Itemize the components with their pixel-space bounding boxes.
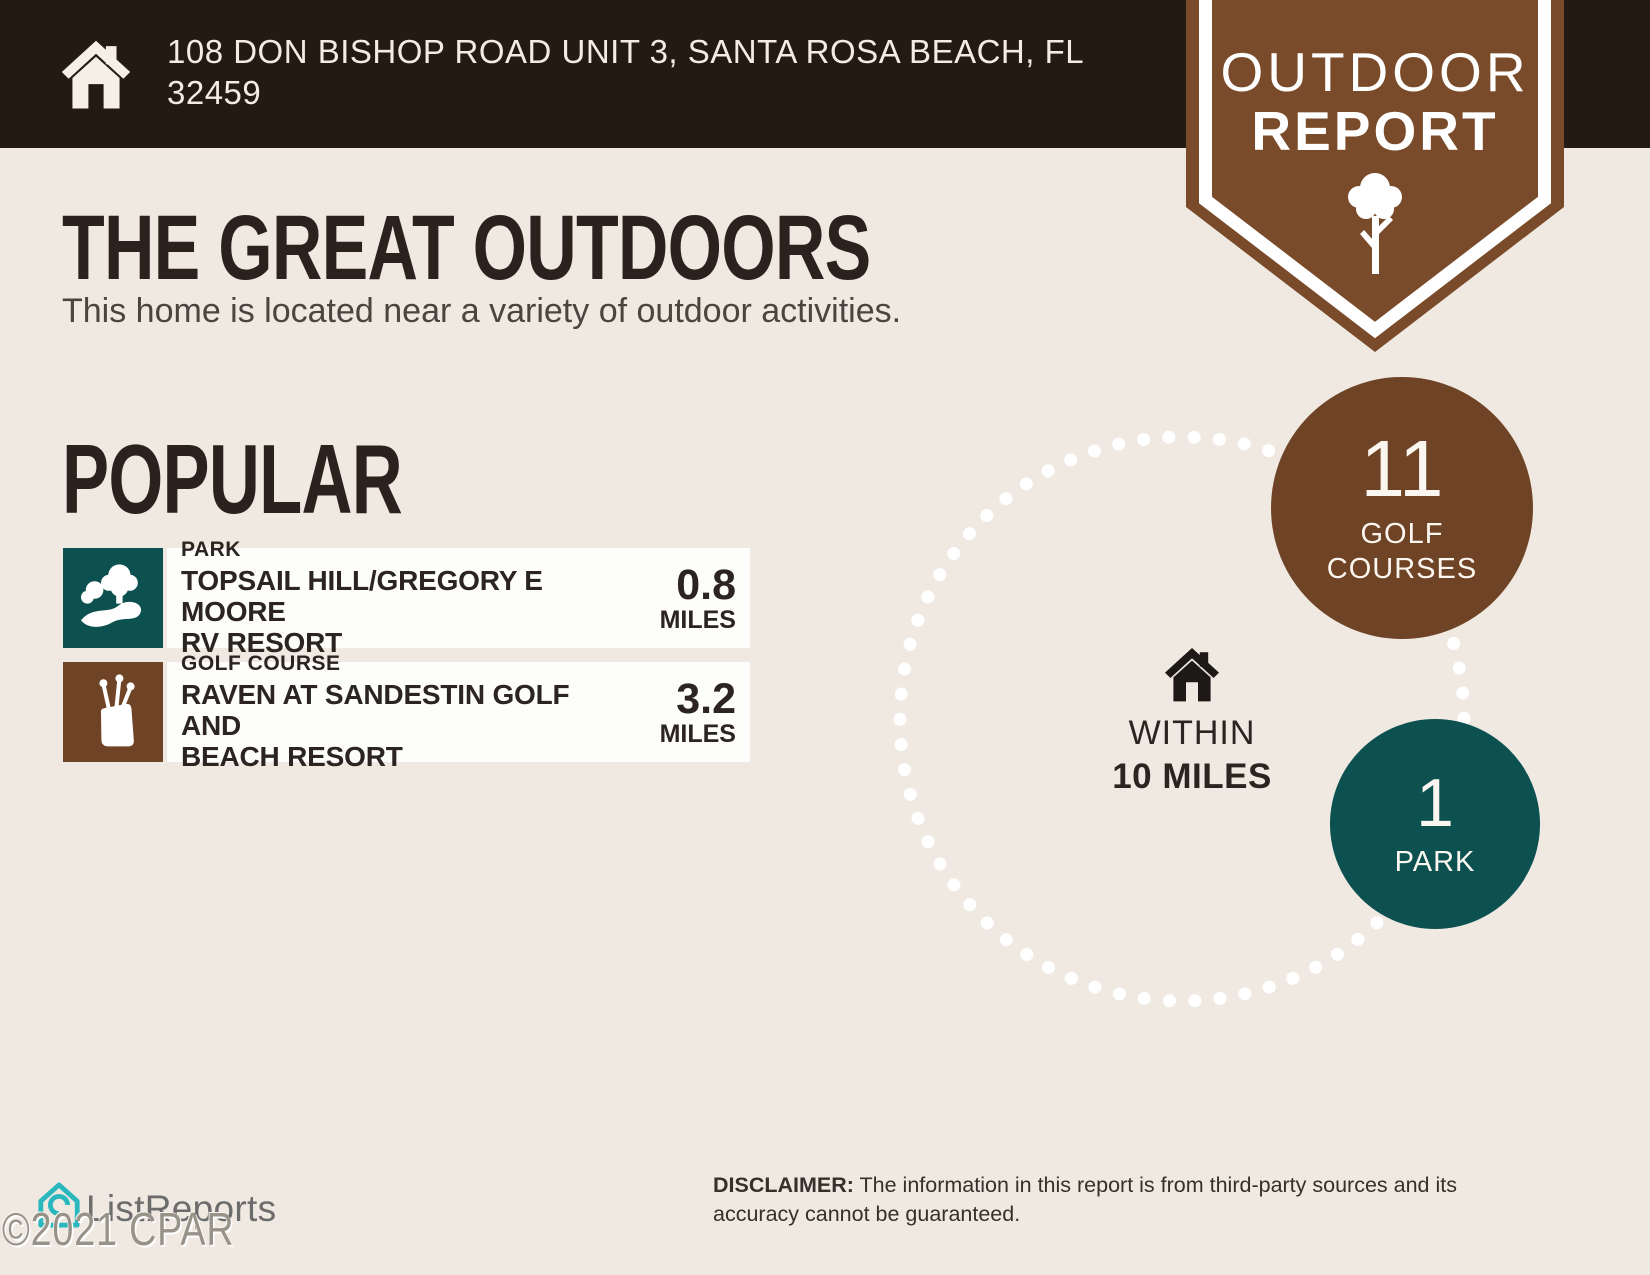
poi-distance-value: 0.8 [676, 561, 736, 609]
listreports-logo-icon [38, 1182, 80, 1228]
golf-bag-icon [99, 674, 135, 747]
poi-name-line2: RV RESORT [181, 627, 343, 658]
golf-courses-count: 11 [1360, 424, 1444, 513]
golf-courses-count-bubble: 11 GOLF COURSES [1271, 377, 1533, 639]
golf-card-body: GOLF COURSE RAVEN AT SANDESTIN GOLF AND … [167, 652, 750, 772]
ribbon-title-report: REPORT [1251, 100, 1499, 162]
park-count-bubble: 1 PARK [1330, 719, 1540, 929]
poi-distance: 0.8 MILES [615, 563, 750, 633]
park-iconbox [63, 548, 163, 648]
poi-distance-value: 3.2 [676, 675, 736, 723]
poi-name-line1: RAVEN AT SANDESTIN GOLF AND [181, 679, 570, 741]
park-label: PARK [1394, 845, 1476, 878]
disclaimer-line2: accuracy cannot be guaranteed. [713, 1202, 1021, 1226]
tree-icon [1348, 173, 1402, 274]
within-radius-label: WITHIN 10 MILES [1067, 714, 1317, 797]
radius-miles-text: 10 MILES [1112, 757, 1272, 796]
house-icon [1165, 648, 1219, 702]
address-line1: 108 DON BISHOP ROAD UNIT 3, SANTA ROSA B… [167, 33, 1085, 70]
page-title: THE GREAT OUTDOORS [62, 197, 871, 299]
disclaimer-text: DISCLAIMER: The information in this repo… [713, 1171, 1533, 1229]
poi-name-line2: BEACH RESORT [181, 741, 403, 772]
park-card-body: PARK TOPSAIL HILL/GREGORY E MOORE RV RES… [167, 538, 750, 658]
poi-distance-unit: MILES [659, 606, 736, 634]
within-text: WITHIN [1128, 714, 1256, 752]
poi-category: GOLF COURSE [181, 652, 341, 675]
poi-name-line1: TOPSAIL HILL/GREGORY E MOORE [181, 565, 543, 627]
listreports-logo-text: ListReports [86, 1188, 277, 1229]
park-count: 1 [1416, 764, 1454, 841]
disclaimer-line1: DISCLAIMER: The information in this repo… [713, 1173, 1457, 1197]
poi-category: PARK [181, 538, 241, 561]
golf-iconbox [63, 662, 163, 762]
park-icon [81, 564, 142, 627]
list-item-park: PARK TOPSAIL HILL/GREGORY E MOORE RV RES… [63, 538, 750, 658]
address-line2: 32459 [167, 74, 262, 111]
home-icon [61, 40, 131, 109]
radius-dotted-circle [893, 430, 1471, 1008]
ribbon-title-outdoor: OUTDOOR [1220, 41, 1530, 103]
golf-card-text: GOLF COURSE RAVEN AT SANDESTIN GOLF AND … [167, 652, 615, 772]
list-item-golf-course: GOLF COURSE RAVEN AT SANDESTIN GOLF AND … [63, 652, 750, 772]
property-address: 108 DON BISHOP ROAD UNIT 3, SANTA ROSA B… [167, 31, 1127, 113]
poi-distance-unit: MILES [659, 720, 736, 748]
popular-heading: POPULAR [62, 424, 403, 534]
page-subtitle: This home is located near a variety of o… [62, 292, 902, 330]
golf-courses-label: GOLF COURSES [1326, 518, 1478, 585]
copyright-watermark: ©2021 CPAR [2, 1203, 235, 1255]
poi-distance: 3.2 MILES [615, 677, 750, 747]
park-card-text: PARK TOPSAIL HILL/GREGORY E MOORE RV RES… [167, 538, 615, 658]
